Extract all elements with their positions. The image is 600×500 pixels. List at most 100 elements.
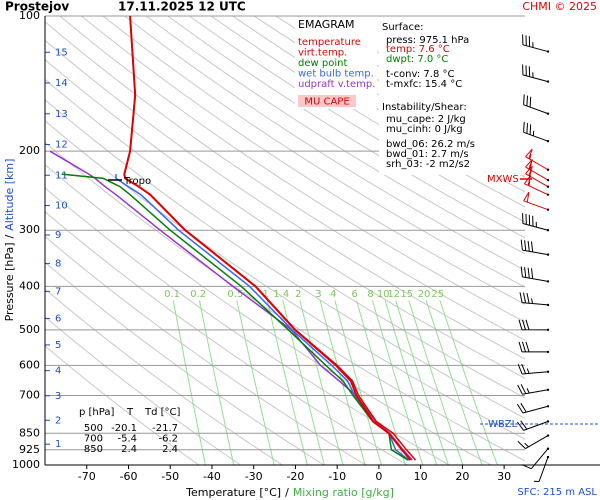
wind-barb bbox=[516, 420, 549, 431]
altitude-tick-label: 2 bbox=[55, 415, 61, 426]
y-tick-label: 1000 bbox=[12, 458, 40, 471]
mixing-ratio-label: 20 bbox=[418, 289, 431, 300]
mixing-ratio-label: 25 bbox=[431, 289, 444, 300]
info-line: bwd_06: 26.2 m/s bbox=[386, 139, 475, 150]
table-cell: -20.1 bbox=[111, 423, 137, 434]
wind-barb-base bbox=[546, 168, 550, 171]
altitude-tick-label: 1 bbox=[55, 439, 61, 450]
dry-adiabat bbox=[45, 59, 525, 379]
dry-adiabat bbox=[189, 16, 525, 223]
x-tick-label: -60 bbox=[119, 470, 137, 483]
mixing-ratio-line bbox=[236, 300, 275, 465]
info-line: press: 975.1 hPa bbox=[386, 35, 469, 46]
wind-barb-base bbox=[546, 50, 550, 53]
wind-barb bbox=[523, 121, 549, 142]
mixing-ratio-line bbox=[395, 300, 449, 465]
legend-entry: temperature bbox=[298, 37, 361, 48]
altitude-tick-label: 7 bbox=[55, 286, 61, 297]
altitude-tick-label: 4 bbox=[55, 366, 61, 377]
y-tick-label: 925 bbox=[19, 443, 40, 456]
dry-adiabat bbox=[45, 21, 525, 341]
altitude-tick-label: 3 bbox=[55, 391, 61, 402]
wind-barb-base bbox=[546, 447, 550, 450]
wind-barb-base bbox=[546, 405, 550, 408]
time: 17.11.2025 12 UTC bbox=[118, 0, 246, 14]
mxws-label: MXWS bbox=[487, 174, 519, 185]
dry-adiabat bbox=[45, 39, 525, 360]
dry-adiabat bbox=[45, 78, 525, 399]
x-label: Temperature [°C] bbox=[185, 486, 281, 499]
wind-barb bbox=[522, 34, 549, 53]
table-cell: 2.4 bbox=[121, 444, 137, 455]
wind-barb bbox=[533, 456, 549, 482]
x-tick-label: -70 bbox=[78, 470, 96, 483]
dry-adiabat bbox=[59, 16, 525, 323]
x-tick-label: 20 bbox=[455, 470, 469, 483]
wind-barb-base bbox=[546, 303, 550, 307]
x-tick-label: -10 bbox=[328, 470, 346, 483]
legend-entry: udpraft v.temp. bbox=[298, 79, 375, 90]
separator: / bbox=[3, 234, 16, 238]
wind-barb-base bbox=[546, 253, 550, 256]
mixing-ratio-label: 0.1 bbox=[164, 289, 180, 300]
dry-adiabat bbox=[210, 16, 525, 208]
wind-barb-base bbox=[546, 388, 550, 391]
mixing-ratio-line bbox=[199, 300, 235, 465]
wind-barb bbox=[519, 292, 549, 306]
mixing-ratio-line bbox=[299, 300, 344, 465]
wind-barb bbox=[516, 402, 549, 414]
table-header: T bbox=[126, 407, 134, 418]
altitude-tick-label: 10 bbox=[55, 201, 68, 212]
altitude-tick-label: 14 bbox=[55, 78, 68, 89]
credit: CHMI © 2025 bbox=[522, 0, 597, 13]
mixing-ratio-line bbox=[384, 300, 438, 465]
dry-adiabat bbox=[145, 16, 525, 255]
table-cell: 500 bbox=[84, 423, 103, 434]
y-label: Pressure [hPa] bbox=[3, 242, 16, 321]
altitude-tick-label: 8 bbox=[55, 259, 61, 270]
mixing-ratio-line bbox=[439, 300, 498, 465]
legend-title: EMAGRAM bbox=[298, 18, 355, 31]
mixing-ratio-label: 12 bbox=[387, 289, 400, 300]
mixing-ratio-label: 1 bbox=[263, 289, 269, 300]
altitude-tick-label: 13 bbox=[55, 109, 68, 120]
wind-barb-base bbox=[546, 80, 550, 83]
y-tick-label: 850 bbox=[19, 426, 40, 439]
y2-label: Altitude [km] bbox=[3, 159, 16, 231]
wind-barb bbox=[518, 341, 549, 353]
wind-barb-base bbox=[546, 370, 550, 373]
x-tick-label: -50 bbox=[161, 470, 179, 483]
wind-barb bbox=[517, 435, 549, 450]
cape-label: MU CAPE bbox=[304, 97, 349, 108]
y-tick-label: 500 bbox=[19, 323, 40, 336]
legend-box bbox=[295, 17, 377, 109]
station: Prostejov bbox=[5, 0, 69, 14]
x-tick-label: -20 bbox=[286, 470, 304, 483]
x2-label: Mixing ratio [g/kg] bbox=[293, 486, 394, 499]
x-axis-title: Temperature [°C] / Mixing ratio [g/kg] bbox=[185, 486, 394, 499]
wind-barb bbox=[517, 363, 549, 375]
y-tick-label: 200 bbox=[19, 144, 40, 157]
dry-adiabat bbox=[102, 16, 525, 288]
info-line: temp: 7.6 °C bbox=[386, 44, 450, 55]
legend-entry: wet bulb temp. bbox=[298, 69, 374, 80]
wind-barb bbox=[518, 319, 549, 331]
wind-barb-base bbox=[546, 193, 550, 196]
wind-barb-base bbox=[546, 434, 550, 437]
info-line: Instability/Shear: bbox=[382, 102, 467, 113]
wind-barb bbox=[522, 64, 549, 83]
wind-barb-base bbox=[546, 455, 550, 459]
info-line: Surface: bbox=[382, 22, 423, 33]
mixing-ratio-line bbox=[282, 300, 325, 465]
y-tick-label: 600 bbox=[19, 358, 40, 371]
wind-barb-base bbox=[546, 280, 550, 283]
info-line: t-conv: 7.8 °C bbox=[386, 69, 454, 80]
mixing-ratio-label: 0.5 bbox=[227, 289, 243, 300]
wind-barb-base bbox=[546, 420, 550, 423]
legend-entry: virt.temp. bbox=[298, 48, 347, 59]
x-tick-label: 10 bbox=[414, 470, 428, 483]
cape-box bbox=[298, 95, 356, 107]
wind-barb-base bbox=[546, 178, 550, 182]
altitude-tick-label: 11 bbox=[55, 170, 68, 181]
